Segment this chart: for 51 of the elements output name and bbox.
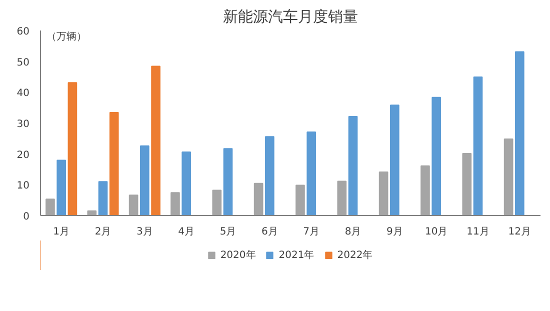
bar xyxy=(151,66,160,216)
x-tick-label: 4月 xyxy=(178,226,195,238)
bar xyxy=(504,138,514,216)
legend-label: 2021年 xyxy=(278,249,314,262)
bar xyxy=(420,165,430,216)
bar xyxy=(223,148,233,216)
x-tick-label: 2月 xyxy=(94,226,112,238)
y-tick-label: 60 xyxy=(16,26,30,38)
chart-title: 新能源汽车月度销量 xyxy=(223,8,358,26)
bar xyxy=(98,181,108,216)
x-tick-label: 12月 xyxy=(508,226,532,238)
bar xyxy=(254,182,264,216)
y-tick-label: 40 xyxy=(16,88,30,100)
bar xyxy=(337,180,347,216)
x-tick-label: 3月 xyxy=(136,226,153,238)
bar xyxy=(170,192,180,216)
bar xyxy=(306,131,316,216)
bar xyxy=(56,160,66,216)
bar xyxy=(473,76,483,216)
bar xyxy=(182,151,191,216)
bar xyxy=(515,51,524,216)
bar xyxy=(348,116,358,216)
y-tick-label: 20 xyxy=(16,150,30,161)
bar xyxy=(390,104,400,216)
bar xyxy=(378,172,388,216)
bar xyxy=(128,194,138,216)
legend-label: 2022年 xyxy=(337,249,373,262)
x-tick-label: 11月 xyxy=(466,226,490,238)
x-tick-label: 1月 xyxy=(53,226,70,238)
x-tick-label: 10月 xyxy=(424,226,448,238)
y-tick-label: 50 xyxy=(16,57,30,68)
x-tick-label: 9月 xyxy=(386,226,403,238)
bar xyxy=(296,184,305,216)
bar xyxy=(68,82,78,216)
legend-label: 2020年 xyxy=(220,249,256,262)
y-tick-label: 0 xyxy=(23,212,30,222)
y-tick-label: 30 xyxy=(16,119,30,130)
bar xyxy=(265,136,274,216)
x-tick-label: 8月 xyxy=(344,226,362,238)
x-tick-label: 5月 xyxy=(220,226,236,238)
bar xyxy=(462,153,472,216)
bar xyxy=(212,190,222,216)
x-tick-label: 6月 xyxy=(261,226,278,238)
x-tick-label: 7月 xyxy=(303,226,320,238)
bar xyxy=(140,145,150,216)
y-axis-title: （万辆） xyxy=(46,30,86,42)
bar xyxy=(109,112,119,216)
bar xyxy=(46,198,55,216)
bar xyxy=(87,210,97,216)
y-tick-label: 10 xyxy=(16,180,30,192)
bar xyxy=(432,96,441,216)
